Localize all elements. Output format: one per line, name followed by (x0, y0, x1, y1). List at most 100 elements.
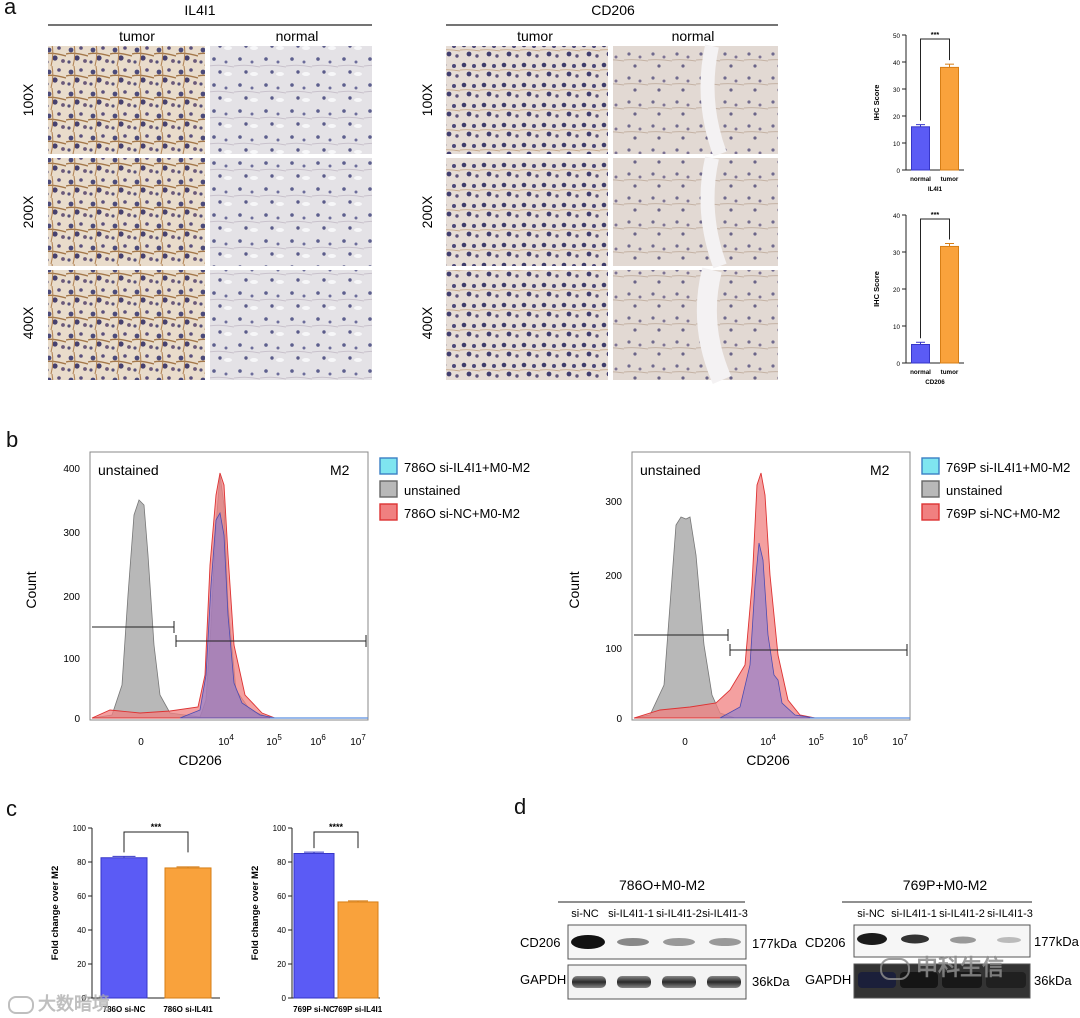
wb-right-gapdh-band-1 (900, 972, 938, 988)
y-axis-label: IHC Score (872, 271, 881, 307)
wb-right-cd206-band-1 (901, 934, 929, 944)
flow-right-legend-swatch-unstained (921, 480, 940, 498)
ihc-image-cd206-tumor-200x (446, 158, 608, 266)
ihc-cd206-mag-200x: 200X (419, 195, 435, 228)
ytick-80: 80 (77, 858, 86, 867)
ytick-0: 0 (282, 994, 287, 1003)
x-tick-label: tumor (941, 369, 959, 376)
flow-left-ytick-200: 200 (63, 592, 80, 603)
ytick-20: 20 (77, 960, 86, 969)
flow-left-ytick-0: 0 (74, 714, 80, 725)
bar-tumor (940, 245, 959, 364)
flow-left-unstained-hist (91, 474, 271, 719)
significance-bracket (920, 218, 950, 339)
x-tick-label: tumor (941, 176, 959, 183)
wb-right-lane-sinc: si-NC (857, 908, 885, 920)
bar-normal (911, 126, 930, 171)
flow-right-legend-swatch-sinc (921, 503, 940, 521)
x-tick-label: 769P si-IL4I1 (334, 1005, 383, 1014)
wb-right-gapdh-band-2 (942, 972, 982, 988)
ihc-cd206-col-tumor: tumor (517, 28, 553, 44)
flow-left-xlabel: CD206 (178, 752, 222, 768)
ytick-100: 100 (273, 824, 287, 833)
y-axis-label: IHC Score (872, 85, 881, 121)
fold-change-chart-786o: 0 20 40 60 80 100 Fold change over M2 786O si-N… (50, 822, 220, 1014)
watermark-left: 大数暗境 (8, 990, 110, 1016)
ytick-10: 10 (893, 324, 900, 331)
ihc-il4i1-mag-200x: 200X (20, 195, 36, 228)
ihc-score-chart-cd206: 0 10 20 30 40 IHC Score normal tumor CD206 *** (872, 210, 964, 386)
flow-right-xlabel: CD206 (746, 752, 790, 768)
wb-left-cd206-band-1 (617, 938, 649, 946)
flow-right-xtick-1e4: 104 (760, 733, 776, 748)
bar-786o-si-il4i1 (164, 867, 212, 999)
flow-left-xtick-1e5: 105 (266, 733, 282, 748)
ihc-image-cd206-normal-200x (613, 158, 778, 266)
bar-786o-si-nc (100, 857, 148, 999)
flow-left-legend-unstained: unstained (404, 483, 460, 498)
bar-769p-si-nc (293, 853, 335, 999)
flow-left-gate-unstained: unstained (98, 462, 159, 478)
bar-tumor (940, 66, 959, 171)
wb-left-kda-36: 36kDa (752, 974, 790, 989)
flow-left-frame (89, 451, 369, 721)
wb-left-gapdh-band-3 (707, 976, 741, 988)
flow-left-ytick-300: 300 (63, 528, 80, 539)
flow-left-legend-swatch-siil4i1 (379, 457, 398, 475)
flow-right-legend-sinc: 769P si-NC+M0-M2 (946, 506, 1060, 521)
ihc-image-cd206-tumor-400x (446, 270, 608, 380)
panel-label-c: c (6, 796, 17, 821)
ihc-image-il4i1-normal-200x (210, 158, 372, 266)
wb-left-cd206-band-2 (663, 938, 695, 946)
ytick-100: 100 (73, 824, 87, 833)
flow-right-xtick-1e5: 105 (808, 733, 824, 748)
ihc-il4i1-col-normal: normal (276, 28, 319, 44)
flow-left-ytick-100: 100 (63, 654, 80, 665)
ihc-grid-area: IL4I1 tumor normal CD206 tumor normal 10… (20, 2, 778, 384)
x-tick-label: normal (910, 176, 931, 183)
ihc-cd206-title: CD206 (591, 2, 635, 18)
flow-left-gate-m2: M2 (330, 462, 350, 478)
ihc-image-il4i1-tumor-200x (48, 158, 205, 266)
wb-left-gapdh-band-1 (617, 976, 651, 988)
significance-bracket (920, 38, 950, 121)
wb-right-cd206-band-3 (997, 937, 1021, 943)
wb-right-kda-36: 36kDa (1034, 973, 1072, 988)
flow-right-ytick-100: 100 (605, 644, 622, 655)
significance-marker: *** (931, 210, 940, 219)
bar-769p-si-il4i1 (337, 901, 379, 999)
flow-right-siil4i1-hist (719, 542, 816, 719)
x-tick-label: 769P si-NC (293, 1005, 335, 1014)
ihc-image-cd206-normal-400x (613, 270, 778, 380)
flow-cytometry-area: 400 300 200 100 0 Count CD206 unstained … (23, 451, 1070, 768)
ihc-cd206-mag-100x: 100X (419, 83, 435, 116)
wb-right-lane-2: si-IL4I1-2 (939, 908, 985, 920)
ihc-image-il4i1-normal-400x (210, 270, 372, 380)
flow-left-legend-siil4i1: 786O si-IL4I1+M0-M2 (404, 460, 530, 475)
ihc-image-cd206-normal-100x (613, 46, 778, 154)
y-axis-label: Fold change over M2 (250, 866, 261, 961)
flow-left-ylabel: Count (23, 571, 39, 608)
flow-left-xtick-0: 0 (138, 737, 144, 748)
ytick-50: 50 (893, 33, 900, 40)
ihc-il4i1-col-tumor: tumor (119, 28, 155, 44)
wb-right-gapdh-band-3 (986, 972, 1026, 988)
flow-left-siil4i1-hist (179, 511, 276, 719)
wb-left-title: 786O+M0-M2 (619, 877, 705, 893)
ytick-40: 40 (277, 926, 286, 935)
ihc-image-il4i1-tumor-100x (48, 46, 205, 154)
flow-right-gate-unstained: unstained (640, 462, 701, 478)
watermark-logo-icon (8, 996, 34, 1015)
ytick-20: 20 (893, 114, 900, 121)
ihc-image-il4i1-tumor-400x (48, 270, 205, 380)
ytick-0: 0 (897, 361, 901, 368)
wb-right-cd206-band-2 (950, 936, 976, 944)
flow-left-sinc-hist (91, 472, 276, 719)
flow-right-legend-unstained: unstained (946, 483, 1002, 498)
flow-right-xtick-0: 0 (682, 737, 688, 748)
wb-right-title: 769P+M0-M2 (903, 877, 988, 893)
ihc-score-chart-il4i1: 0 10 20 30 40 50 IHC Score normal tumor IL4I1 *** (872, 30, 964, 193)
ytick-30: 30 (893, 250, 900, 257)
wb-right-lane-3: si-IL4I1-3 (987, 908, 1033, 920)
significance-bracket (123, 831, 189, 853)
